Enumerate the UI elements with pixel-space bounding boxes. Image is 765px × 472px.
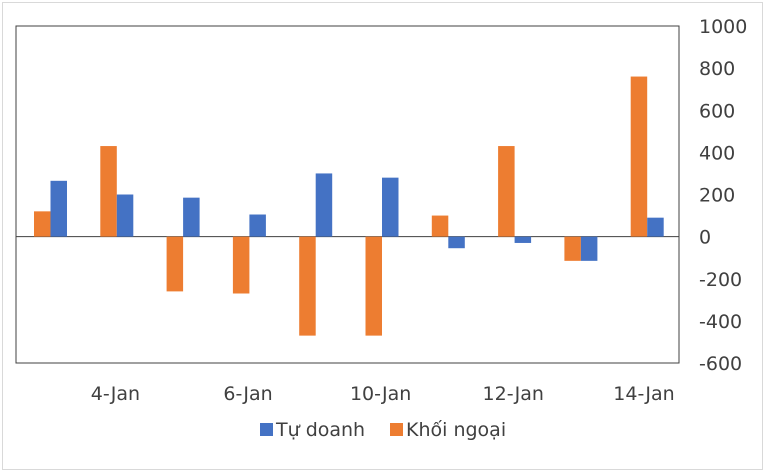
bars-group [34, 76, 664, 336]
y-tick-label: 400 [699, 142, 735, 164]
legend-swatch-tu-doanh [260, 423, 273, 436]
y-tick-label: 0 [699, 227, 711, 249]
bar-tu-doanh-4-jan [116, 194, 134, 237]
y-tick-label: -200 [699, 269, 742, 291]
bar-khoi-ngoai-3-jan [34, 211, 51, 237]
y-tick-label: 600 [699, 100, 735, 122]
bar-khoi-ngoai-4-jan [100, 146, 117, 237]
x-tick-label: 12-Jan [483, 383, 544, 405]
y-tick-label: 200 [699, 185, 735, 207]
bar-khoi-ngoai-6-jan [232, 236, 250, 294]
y-tick-label: -600 [699, 353, 742, 375]
y-tick-label: 1000 [699, 16, 747, 38]
bar-khoi-ngoai-5-jan [166, 236, 184, 292]
bar-tu-doanh-13-jan [580, 236, 598, 261]
chart-legend: Tự doanh Khối ngoại [260, 419, 506, 441]
legend-label-tu-doanh: Tự doanh [275, 419, 365, 441]
bar-tu-doanh-11-jan [448, 236, 465, 249]
legend-label-khoi-ngoai: Khối ngoại [406, 419, 506, 441]
bar-tu-doanh-10-jan [382, 177, 399, 237]
x-tick-label: 10-Jan [350, 383, 411, 405]
x-tick-label: 6-Jan [223, 383, 272, 405]
y-tick-label: -400 [699, 311, 742, 333]
bar-khoi-ngoai-12-jan [498, 146, 515, 237]
legend-swatch-khoi-ngoai [390, 423, 403, 436]
y-tick-label: 800 [699, 58, 735, 80]
bar-khoi-ngoai-10-jan [365, 236, 382, 336]
bar-khoi-ngoai-11-jan [431, 215, 449, 237]
plot-area-frame [15, 25, 680, 364]
bar-khoi-ngoai-7-jan [299, 236, 316, 336]
x-tick-label: 4-Jan [91, 383, 140, 405]
bar-tu-doanh-5-jan [183, 197, 200, 237]
bar-tu-doanh-6-jan [249, 214, 266, 237]
bar-tu-doanh-3-jan [50, 180, 67, 237]
bar-khoi-ngoai-13-jan [564, 236, 581, 261]
bar-khoi-ngoai-14-jan [630, 76, 648, 237]
bar-tu-doanh-14-jan [647, 217, 664, 237]
x-tick-label: 14-Jan [613, 383, 674, 405]
y-axis-ticks: -600 -400 -200 0 200 400 600 800 1000 [699, 16, 747, 375]
bar-tu-doanh-7-jan [315, 173, 333, 237]
bar-tu-doanh-12-jan [514, 236, 532, 243]
x-axis-ticks: 4-Jan 6-Jan 10-Jan 12-Jan 14-Jan [91, 383, 675, 405]
